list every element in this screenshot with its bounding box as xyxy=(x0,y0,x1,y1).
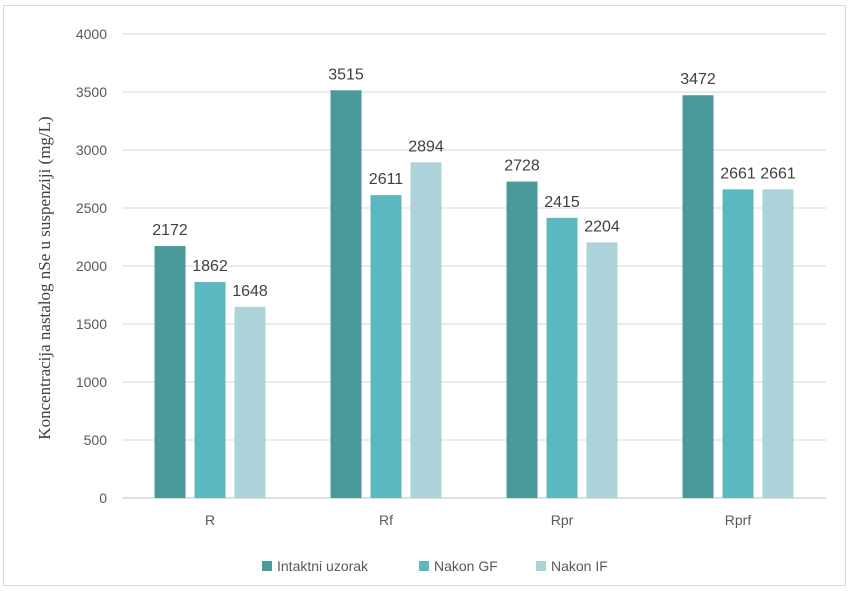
y-tick-label: 0 xyxy=(99,490,107,506)
data-label: 2728 xyxy=(504,158,540,175)
data-label: 2661 xyxy=(760,165,796,182)
x-tick-label: R xyxy=(205,512,215,528)
bar-rprf-2 xyxy=(722,189,754,498)
bar-r-2 xyxy=(194,282,226,498)
legend-swatch xyxy=(419,561,429,571)
bar-rpr-2 xyxy=(546,217,578,499)
data-label: 3515 xyxy=(328,66,364,83)
bar-rf-3 xyxy=(410,162,442,498)
data-label: 3472 xyxy=(680,71,716,88)
y-tick-label: 3500 xyxy=(76,84,107,100)
y-tick-label: 4000 xyxy=(76,26,107,42)
data-label: 2611 xyxy=(369,171,404,188)
legend-swatch xyxy=(262,561,272,571)
bar-r-1 xyxy=(154,246,186,498)
y-tick-label: 500 xyxy=(84,432,108,448)
bar-r-3 xyxy=(234,306,266,498)
y-tick-label: 2000 xyxy=(76,258,107,274)
bars xyxy=(154,90,794,499)
data-label: 2894 xyxy=(408,138,444,155)
legend: Intaktni uzorak Nakon GF Nakon IF xyxy=(262,558,608,574)
y-tick-label: 2500 xyxy=(76,200,107,216)
bar-rf-2 xyxy=(370,195,402,498)
bar-rf-1 xyxy=(330,90,362,498)
legend-label: Nakon IF xyxy=(551,558,608,574)
bar-rpr-1 xyxy=(506,181,538,498)
data-label: 1648 xyxy=(232,283,268,300)
x-tick-label: Rpr xyxy=(551,512,574,528)
x-tick-label: Rf xyxy=(379,512,393,528)
y-tick-label: 1500 xyxy=(76,316,107,332)
x-tick-label: Rprf xyxy=(725,512,752,528)
bar-rprf-1 xyxy=(682,95,714,499)
y-tick-label: 3000 xyxy=(76,142,107,158)
y-axis-label: Koncentracija nastalog nSe u suspenziji … xyxy=(35,116,54,439)
legend-label: Nakon GF xyxy=(434,558,498,574)
data-label: 2204 xyxy=(584,218,620,235)
bar-rprf-3 xyxy=(762,189,794,498)
legend-label: Intaktni uzorak xyxy=(277,558,369,574)
bar-rpr-3 xyxy=(586,242,618,498)
data-label: 2415 xyxy=(544,194,580,211)
data-label: 2661 xyxy=(720,165,756,182)
data-label: 1862 xyxy=(192,258,228,275)
legend-swatch xyxy=(536,561,546,571)
x-axis-ticks: R Rf Rpr Rprf xyxy=(205,512,751,528)
y-tick-label: 1000 xyxy=(76,374,107,390)
y-axis-ticks: 0 500 1000 1500 2000 2500 3000 3500 4000 xyxy=(76,26,107,506)
data-label: 2172 xyxy=(152,222,188,239)
